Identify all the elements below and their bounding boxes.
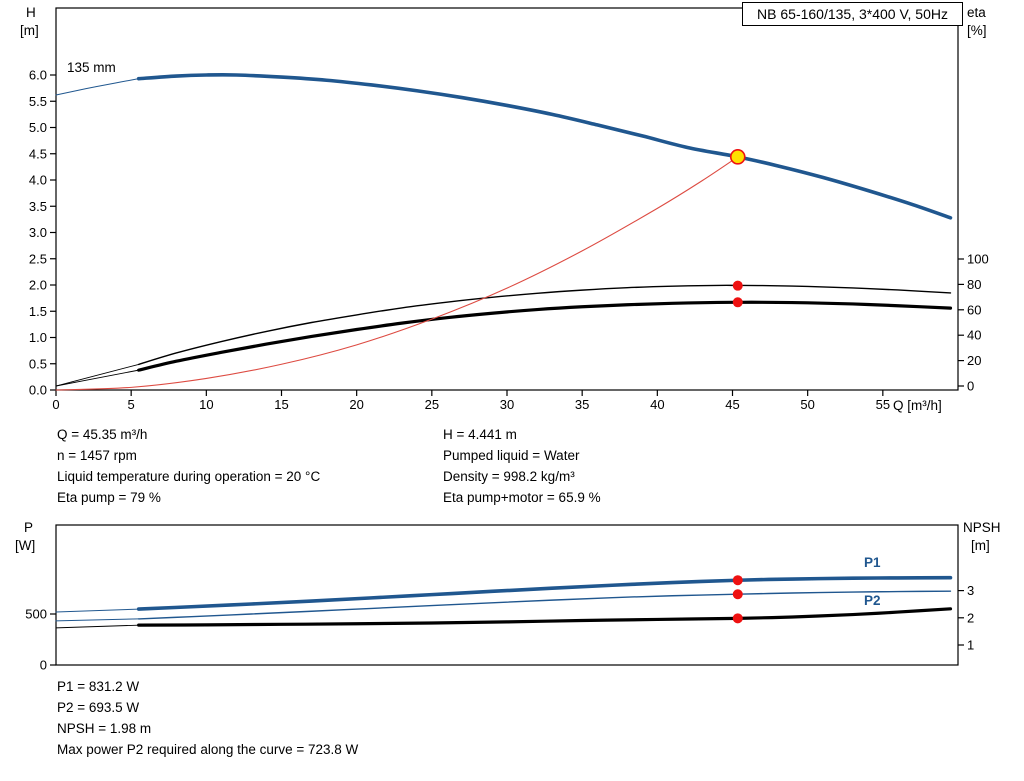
info-density: Density = 998.2 kg/m³ — [443, 469, 575, 484]
x-tick-label: 30 — [500, 397, 514, 412]
right-tick-label: 2 — [967, 610, 974, 625]
p1-curve — [136, 575, 953, 611]
left-tick-label: 4.0 — [29, 173, 47, 188]
left-tick-label: 4.5 — [29, 146, 47, 161]
system-curve — [55, 156, 739, 391]
p1-point — [732, 575, 743, 586]
eta-pump-point — [732, 280, 743, 291]
left-tick-label: 2.5 — [29, 251, 47, 266]
npsh-point — [732, 613, 743, 624]
left-tick-label: 3.0 — [29, 225, 47, 240]
p2-lead — [55, 618, 140, 622]
p1-lead — [55, 608, 140, 613]
right-tick-label: 1 — [967, 638, 974, 653]
info-p1: P1 = 831.2 W — [57, 679, 140, 694]
x-tick-label: 15 — [274, 397, 288, 412]
head-curve-135mm — [136, 73, 953, 220]
p-axis-label: P — [24, 520, 34, 535]
info-eta-pumpmotor: Eta pump+motor = 65.9 % — [443, 490, 601, 505]
info-liquid: Pumped liquid = Water — [443, 448, 580, 463]
eta-axis-unit: [%] — [967, 23, 987, 38]
right-tick-label: 3 — [967, 583, 974, 598]
info-temperature: Liquid temperature during operation = 20… — [57, 469, 321, 484]
left-tick-label: 2.0 — [29, 278, 47, 293]
npsh-axis-unit: [m] — [971, 538, 990, 553]
eta-pump-motor-lead — [55, 369, 140, 387]
pump-name-box: NB 65-160/135, 3*400 V, 50Hz — [742, 2, 963, 26]
h-axis-label: H — [26, 5, 36, 20]
x-tick-label: 20 — [349, 397, 363, 412]
info-eta-pump: Eta pump = 79 % — [57, 490, 161, 505]
head-curve-lead — [55, 78, 140, 96]
power-info: P1 = 831.2 W P2 = 693.5 W NPSH = 1.98 m … — [57, 676, 358, 760]
p1-curve-label: P1 — [864, 555, 881, 570]
q-axis-label: Q [m³/h] — [893, 398, 942, 413]
eta-pump-lead — [55, 363, 140, 387]
right-tick-label: 40 — [967, 328, 981, 343]
left-tick-label: 5.5 — [29, 94, 47, 109]
duty-point — [729, 149, 746, 165]
eta-pump-motor-curve — [137, 300, 953, 372]
p2-point — [732, 589, 743, 600]
plot-border — [55, 524, 959, 666]
eta-pump-curve — [137, 284, 952, 366]
x-tick-label: 25 — [425, 397, 439, 412]
p2-curve — [137, 590, 952, 620]
right-tick-label: 60 — [967, 302, 981, 317]
left-tick-label: 3.5 — [29, 199, 47, 214]
left-tick-label: 1.5 — [29, 304, 47, 319]
left-tick-label: 0.5 — [29, 356, 47, 371]
eta-pump-motor-point — [732, 297, 743, 308]
h-axis-unit: [m] — [20, 23, 39, 38]
info-speed: n = 1457 rpm — [57, 448, 137, 463]
left-tick-label: 500 — [25, 607, 47, 622]
left-tick-label: 6.0 — [29, 68, 47, 83]
left-tick-label: 5.0 — [29, 120, 47, 135]
x-tick-label: 5 — [128, 397, 135, 412]
info-flow: Q = 45.35 m³/h — [57, 427, 148, 442]
right-tick-label: 80 — [967, 277, 981, 292]
x-tick-label: 0 — [52, 397, 59, 412]
left-tick-label: 0.0 — [29, 383, 47, 398]
npsh-lead — [55, 624, 140, 629]
x-tick-label: 55 — [876, 397, 890, 412]
eta-axis-label: eta — [967, 5, 986, 20]
duty-info-left: Q = 45.35 m³/h n = 1457 rpm Liquid tempe… — [57, 424, 320, 508]
x-tick-label: 45 — [725, 397, 739, 412]
plot-border — [55, 7, 959, 391]
x-tick-label: 50 — [800, 397, 814, 412]
info-npsh: NPSH = 1.98 m — [57, 721, 152, 736]
info-head: H = 4.441 m — [443, 427, 517, 442]
p-axis-unit: [W] — [15, 538, 36, 553]
left-tick-label: 1.0 — [29, 330, 47, 345]
right-tick-label: 100 — [967, 252, 989, 267]
npsh-axis-label: NPSH — [963, 520, 1001, 535]
impeller-diameter-label: 135 mm — [67, 60, 116, 75]
npsh-curve — [137, 607, 953, 627]
right-tick-label: 0 — [967, 379, 974, 394]
right-tick-label: 20 — [967, 353, 981, 368]
x-tick-label: 10 — [199, 397, 213, 412]
x-tick-label: 40 — [650, 397, 664, 412]
left-tick-label: 0 — [40, 658, 47, 673]
p2-curve-label: P2 — [864, 593, 881, 608]
info-p2: P2 = 693.5 W — [57, 700, 140, 715]
x-tick-label: 35 — [575, 397, 589, 412]
info-max-power: Max power P2 required along the curve = … — [57, 742, 359, 757]
duty-info-right: H = 4.441 m Pumped liquid = Water Densit… — [443, 424, 601, 508]
